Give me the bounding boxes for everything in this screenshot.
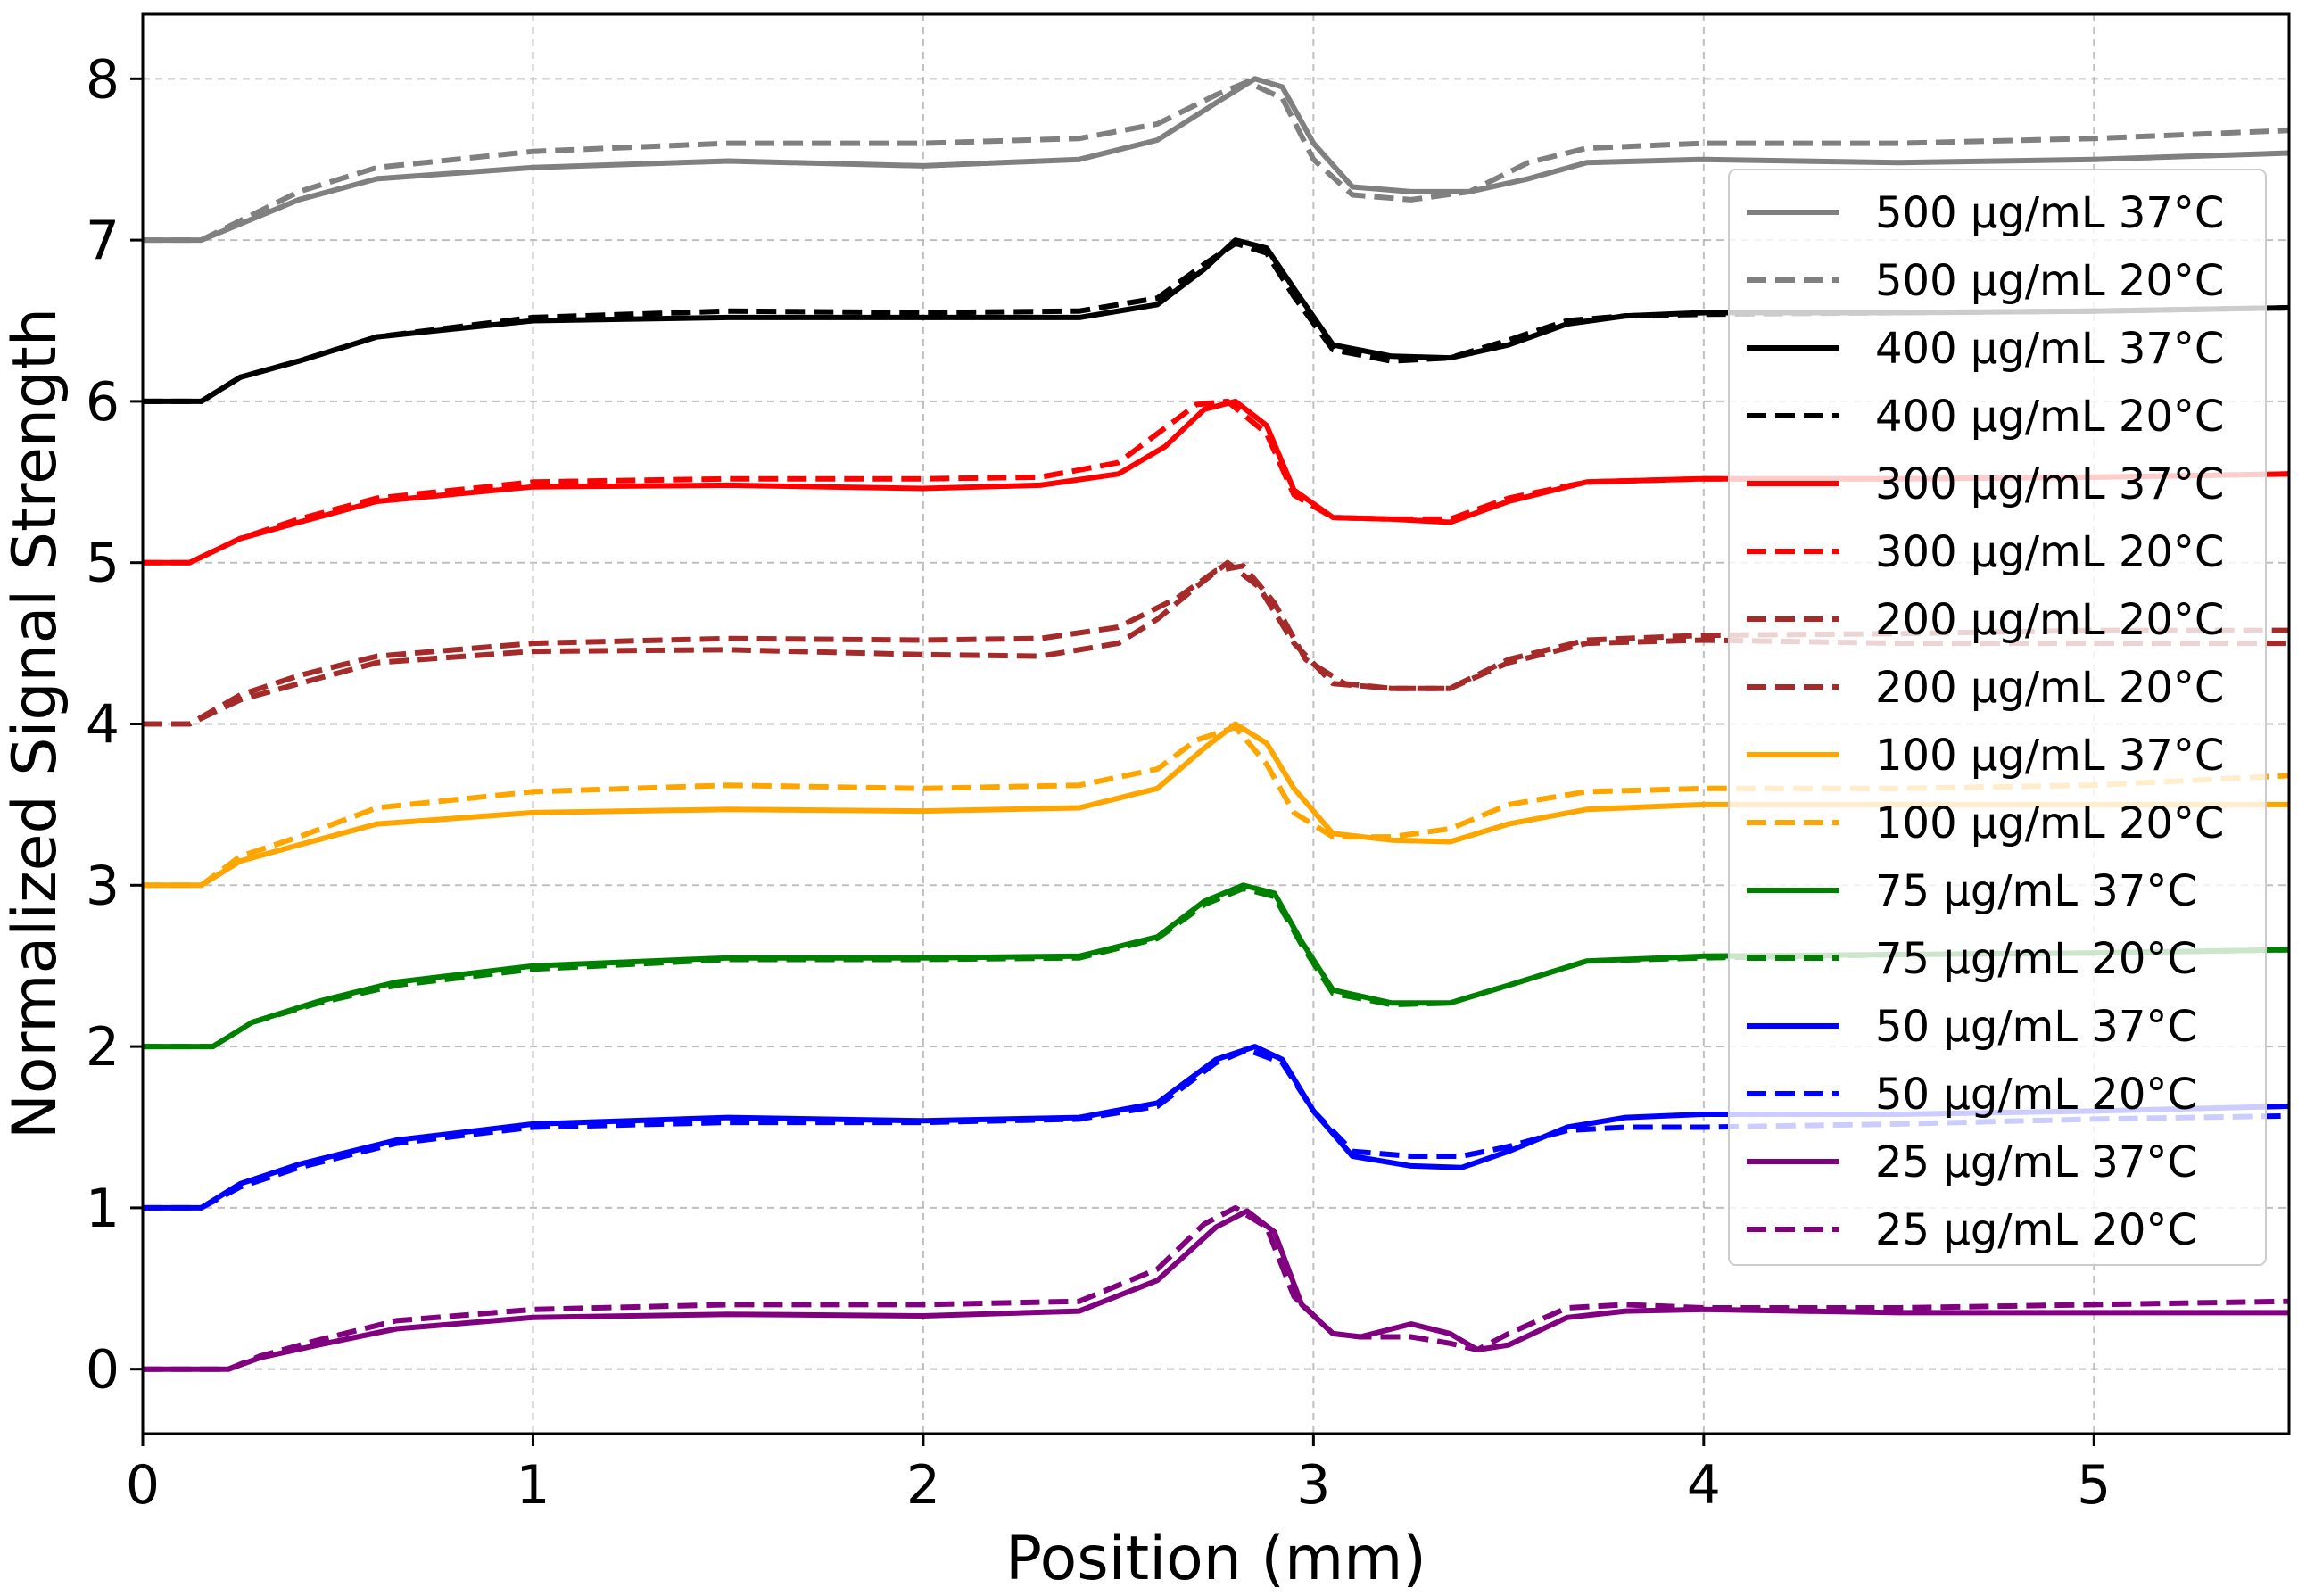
legend-entry-label: 50 µg/mL 37°C [1875, 1002, 2197, 1052]
legend-entry-label: 100 µg/mL 37°C [1875, 731, 2224, 781]
legend-entry-label: 75 µg/mL 20°C [1875, 934, 2197, 984]
x-tick-label: 2 [906, 1454, 940, 1517]
legend: 500 µg/mL 37°C 500 µg/mL 20°C 400 µg/mL 37… [1728, 169, 2267, 1266]
legend-entry-label: 25 µg/mL 37°C [1875, 1137, 2197, 1187]
series-line [143, 1046, 2290, 1211]
x-axis-label: Position (mm) [1005, 1524, 1426, 1594]
series-line [143, 1208, 2289, 1372]
legend-entry-label: 100 µg/mL 20°C [1875, 798, 2224, 848]
y-tick-label: 4 [86, 694, 120, 757]
series-line [143, 724, 2290, 889]
y-tick-label: 3 [86, 855, 120, 917]
x-tick-label: 3 [1296, 1454, 1330, 1517]
x-tick-label: 0 [126, 1454, 160, 1517]
legend-box [1728, 169, 2267, 1266]
legend-entry-label: 300 µg/mL 37°C [1875, 459, 2224, 509]
legend-entry-label: 300 µg/mL 20°C [1875, 527, 2224, 577]
y-tick-label: 1 [86, 1178, 120, 1240]
x-tick-label: 4 [1687, 1454, 1721, 1517]
series-line [143, 398, 2290, 566]
series-lines [143, 76, 2290, 1372]
x-tick-label: 5 [2077, 1454, 2111, 1517]
legend-entry-label: 25 µg/mL 20°C [1875, 1205, 2197, 1255]
legend-entry-label: 400 µg/mL 20°C [1875, 392, 2224, 442]
legend-entry-label: 50 µg/mL 20°C [1875, 1070, 2197, 1120]
legend-entry-label: 500 µg/mL 20°C [1875, 256, 2224, 306]
y-tick-label: 6 [86, 371, 120, 434]
y-tick-label: 8 [86, 48, 120, 111]
series-line [143, 721, 2289, 889]
y-tick-label: 0 [86, 1339, 120, 1402]
legend-entry-label: 200 µg/mL 20°C [1875, 595, 2224, 645]
y-tick-label: 7 [86, 210, 120, 272]
series-line [143, 76, 2290, 244]
series-line [143, 1204, 2290, 1372]
series-line [143, 1044, 2290, 1211]
series-line [143, 563, 2289, 727]
y-tick-label: 5 [86, 533, 120, 595]
series-line [143, 240, 2290, 404]
series-line [143, 885, 2290, 1050]
x-tick-label: 1 [516, 1454, 550, 1517]
series-line [143, 79, 2290, 244]
legend-entry-label: 75 µg/mL 37°C [1875, 866, 2197, 916]
legend-entry-label: 400 µg/mL 37°C [1875, 324, 2224, 374]
y-axis-label: Normalized Signal Strength [0, 308, 70, 1139]
axis-ticks: 0 1 2 3 4 5 0 1 2 3 4 5 6 7 8 [86, 48, 2112, 1517]
y-tick-label: 2 [86, 1016, 120, 1079]
legend-entry-label: 200 µg/mL 20°C [1875, 663, 2224, 713]
legend-entry-label: 500 µg/mL 37°C [1875, 188, 2224, 238]
